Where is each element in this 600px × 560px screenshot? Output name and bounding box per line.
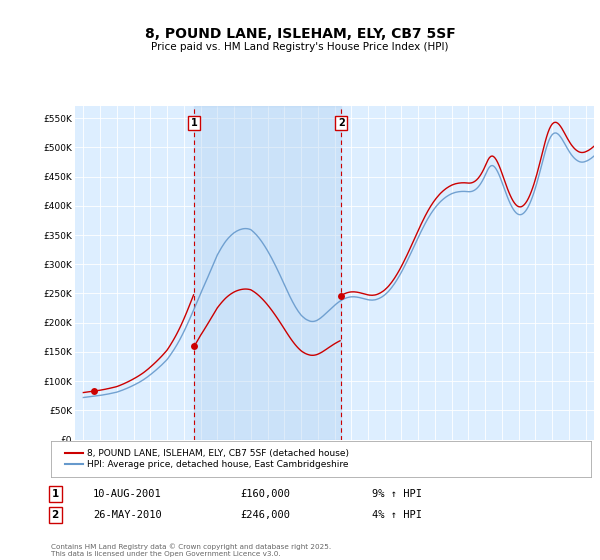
Text: 1: 1 <box>190 118 197 128</box>
Bar <box>194 106 341 440</box>
Text: 2: 2 <box>338 118 344 128</box>
Text: 1: 1 <box>52 489 59 499</box>
Text: Price paid vs. HM Land Registry's House Price Index (HPI): Price paid vs. HM Land Registry's House … <box>151 42 449 52</box>
Text: 8, POUND LANE, ISLEHAM, ELY, CB7 5SF: 8, POUND LANE, ISLEHAM, ELY, CB7 5SF <box>145 27 455 41</box>
Text: £160,000: £160,000 <box>240 489 290 499</box>
Text: 2: 2 <box>52 510 59 520</box>
Text: Contains HM Land Registry data © Crown copyright and database right 2025.
This d: Contains HM Land Registry data © Crown c… <box>51 544 331 557</box>
Text: £246,000: £246,000 <box>240 510 290 520</box>
Text: 4% ↑ HPI: 4% ↑ HPI <box>372 510 422 520</box>
Legend: 8, POUND LANE, ISLEHAM, ELY, CB7 5SF (detached house), HPI: Average price, detac: 8, POUND LANE, ISLEHAM, ELY, CB7 5SF (de… <box>61 445 353 473</box>
Text: 26-MAY-2010: 26-MAY-2010 <box>93 510 162 520</box>
Text: 10-AUG-2001: 10-AUG-2001 <box>93 489 162 499</box>
Text: 9% ↑ HPI: 9% ↑ HPI <box>372 489 422 499</box>
